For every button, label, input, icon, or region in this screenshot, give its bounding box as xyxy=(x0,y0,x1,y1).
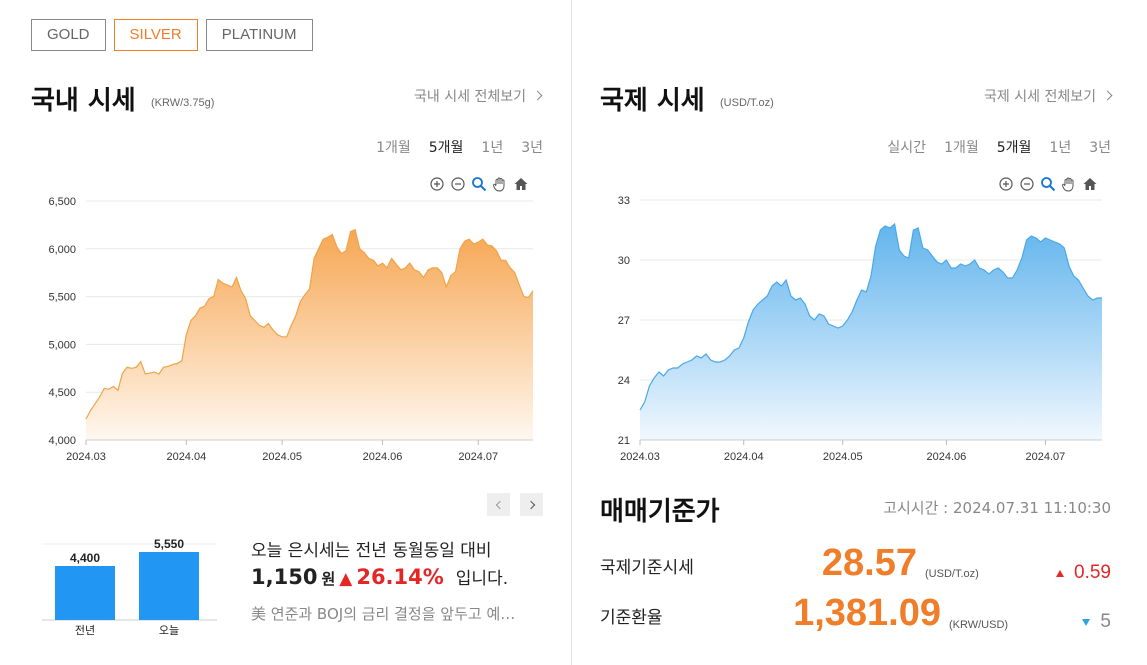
exchange-rate-unit: (KRW/USD) xyxy=(949,619,1009,631)
y-tick-label: 6,000 xyxy=(48,244,76,256)
zoom-in-icon[interactable] xyxy=(998,176,1014,192)
international-period-5m[interactable]: 5개월 xyxy=(996,140,1032,156)
y-tick-label: 21 xyxy=(618,435,630,447)
international-unit: (USD/T.oz) xyxy=(720,97,774,109)
price-area xyxy=(640,224,1102,440)
international-period-realtime[interactable]: 실시간 xyxy=(887,140,927,156)
news-pager xyxy=(487,493,543,516)
price-area xyxy=(86,229,533,440)
exchange-rate-value: 1,381.09 xyxy=(793,592,941,634)
x-tick-label: 2024.03 xyxy=(66,451,106,463)
domestic-price-chart: 4,000 4,500 5,000 5,500 6,000 6,500 2024.03 202… xyxy=(48,196,534,463)
bar-last-year xyxy=(55,566,115,620)
chevron-right-icon xyxy=(526,500,535,509)
international-view-all-label: 국제 시세 전체보기 xyxy=(984,89,1096,105)
domestic-period-3y[interactable]: 3년 xyxy=(521,140,543,156)
home-reset-icon[interactable] xyxy=(513,176,529,192)
price-line xyxy=(639,222,1102,411)
y-tick-label: 27 xyxy=(618,315,630,327)
y-tick-label: 5,000 xyxy=(48,339,76,351)
intl-base-price-label: 국제기준시세 xyxy=(600,558,694,578)
international-period-1m[interactable]: 1개월 xyxy=(944,140,979,156)
news-headline-link[interactable]: 美 연준과 BOJ의 금리 결정을 앞두고 예… xyxy=(251,605,516,623)
diff-percent: 26.14% xyxy=(356,565,444,589)
base-rate-title: 매매기준가 xyxy=(600,497,720,527)
international-period-1y[interactable]: 1년 xyxy=(1049,140,1072,156)
tab-gold[interactable]: GOLD xyxy=(31,19,106,51)
tab-platinum[interactable]: PLATINUM xyxy=(205,19,313,51)
home-reset-icon[interactable] xyxy=(1082,176,1098,192)
domestic-unit: (KRW/3.75g) xyxy=(151,97,215,109)
x-tick-label: 2024.05 xyxy=(823,451,863,463)
exchange-rate-change-value: 5 xyxy=(1100,611,1111,632)
y-tick-label: 5,500 xyxy=(48,292,76,304)
column-divider xyxy=(571,0,572,665)
bar-today xyxy=(139,552,199,620)
intl-base-price-change: 0.59 xyxy=(1056,562,1111,584)
bar-today-value: 5,550 xyxy=(154,537,184,551)
international-view-all-link[interactable]: 국제 시세 전체보기 xyxy=(984,86,1113,106)
bar-last-year-value: 4,400 xyxy=(70,551,100,565)
arrow-up-icon xyxy=(1056,569,1065,577)
y-tick-label: 33 xyxy=(618,195,630,207)
zoom-out-icon[interactable] xyxy=(450,176,466,192)
arrow-down-icon xyxy=(1082,618,1091,626)
y-tick-label: 4,000 xyxy=(48,435,76,447)
international-period-3y[interactable]: 3년 xyxy=(1089,140,1111,156)
intl-base-price-unit: (USD/T.oz) xyxy=(925,568,979,580)
comparison-diff-line: 1,150 원 ▲ 26.14% 입니다. xyxy=(251,564,508,589)
diff-amount: 1,150 xyxy=(251,565,318,589)
y-tick-label: 24 xyxy=(618,375,630,387)
zoom-selection-icon[interactable] xyxy=(1040,176,1056,192)
x-tick-label: 2024.06 xyxy=(363,451,403,463)
zoom-in-icon[interactable] xyxy=(429,176,445,192)
domestic-title: 국내 시세 xyxy=(31,86,136,116)
intl-base-price-value: 28.57 xyxy=(821,542,917,584)
year-comparison-chart: 4,400 5,550 전년 오늘 xyxy=(42,537,217,637)
domestic-period-5m[interactable]: 5개월 xyxy=(428,140,464,156)
up-arrow-icon: ▲ xyxy=(339,569,353,589)
y-tick-label: 30 xyxy=(618,255,630,267)
bar-last-year-label: 전년 xyxy=(75,624,95,637)
international-price-chart: 21 24 27 30 33 2024.03 2024.04 2024.05 2024.06 20… xyxy=(618,195,1102,463)
international-period-tabs: 실시간 1개월 5개월 1년 3년 xyxy=(887,137,1111,157)
diff-unit: 원 xyxy=(321,570,336,588)
y-tick-label: 4,500 xyxy=(48,387,76,399)
international-chart-tools xyxy=(998,176,1098,192)
x-tick-label: 2024.03 xyxy=(620,451,660,463)
x-tick-label: 2024.04 xyxy=(166,451,206,463)
x-tick-label: 2024.04 xyxy=(724,451,764,463)
domestic-period-1y[interactable]: 1년 xyxy=(481,140,504,156)
chevron-left-icon xyxy=(495,500,504,509)
notice-time: 고시시간 : 2024.07.31 11:10:30 xyxy=(883,499,1111,517)
domestic-chart-tools xyxy=(429,176,529,192)
chevron-right-icon xyxy=(1102,90,1113,101)
chevron-right-icon xyxy=(532,90,543,101)
metal-tabs: GOLD SILVER PLATINUM xyxy=(31,19,313,51)
zoom-selection-icon[interactable] xyxy=(471,176,487,192)
bar-today-label: 오늘 xyxy=(159,624,179,637)
domestic-view-all-link[interactable]: 국내 시세 전체보기 xyxy=(414,86,543,106)
domestic-view-all-label: 국내 시세 전체보기 xyxy=(414,89,526,105)
x-tick-label: 2024.07 xyxy=(1026,451,1066,463)
domestic-period-tabs: 1개월 5개월 1년 3년 xyxy=(376,137,543,157)
pan-hand-icon[interactable] xyxy=(1061,176,1077,192)
tab-silver[interactable]: SILVER xyxy=(113,19,198,51)
x-tick-label: 2024.06 xyxy=(927,451,967,463)
next-button[interactable] xyxy=(520,493,543,516)
y-tick-label: 6,500 xyxy=(48,196,76,208)
exchange-rate-label: 기준환율 xyxy=(600,608,663,628)
prev-button[interactable] xyxy=(487,493,510,516)
comparison-summary: 오늘 은시세는 전년 동월동일 대비 xyxy=(251,541,492,561)
diff-tail: 입니다. xyxy=(455,569,509,589)
x-tick-label: 2024.07 xyxy=(458,451,498,463)
international-title: 국제 시세 xyxy=(600,86,705,116)
price-line xyxy=(85,228,534,420)
intl-base-price-change-value: 0.59 xyxy=(1074,562,1111,583)
pan-hand-icon[interactable] xyxy=(492,176,508,192)
zoom-out-icon[interactable] xyxy=(1019,176,1035,192)
exchange-rate-change: 5 xyxy=(1082,611,1111,633)
x-tick-label: 2024.05 xyxy=(262,451,302,463)
domestic-period-1m[interactable]: 1개월 xyxy=(376,140,411,156)
